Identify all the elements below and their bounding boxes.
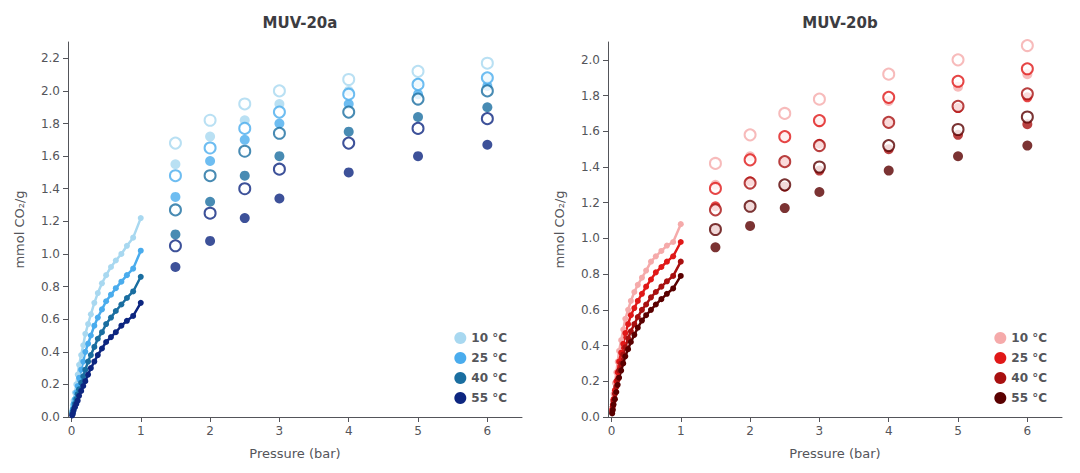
svg-text:2: 2 — [206, 424, 214, 438]
svg-text:1: 1 — [677, 424, 685, 438]
svg-text:6: 6 — [1024, 424, 1032, 438]
svg-text:25 °C: 25 °C — [471, 351, 507, 365]
svg-text:0.6: 0.6 — [581, 303, 600, 317]
svg-text:2.0: 2.0 — [581, 53, 600, 67]
svg-text:40 °C: 40 °C — [471, 371, 507, 385]
svg-text:Pressure (bar): Pressure (bar) — [249, 446, 340, 461]
svg-text:0.8: 0.8 — [581, 267, 600, 281]
svg-text:10 °C: 10 °C — [471, 331, 507, 345]
svg-text:1.4: 1.4 — [581, 160, 600, 174]
svg-text:2.2: 2.2 — [41, 51, 60, 65]
svg-text:1: 1 — [137, 424, 145, 438]
svg-text:1.8: 1.8 — [41, 117, 60, 131]
svg-text:1.2: 1.2 — [581, 196, 600, 210]
svg-text:0: 0 — [608, 424, 616, 438]
svg-text:2.0: 2.0 — [41, 84, 60, 98]
svg-text:1.6: 1.6 — [581, 124, 600, 138]
svg-text:0.2: 0.2 — [581, 374, 600, 388]
svg-text:1.6: 1.6 — [41, 149, 60, 163]
svg-text:MUV-20b: MUV-20b — [802, 14, 878, 32]
svg-text:0: 0 — [68, 424, 76, 438]
svg-text:2: 2 — [746, 424, 754, 438]
svg-text:mmol CO₂/g: mmol CO₂/g — [552, 190, 567, 268]
svg-text:0.4: 0.4 — [41, 345, 60, 359]
svg-text:3: 3 — [816, 424, 824, 438]
svg-text:3: 3 — [276, 424, 284, 438]
svg-text:6: 6 — [484, 424, 492, 438]
svg-text:0.0: 0.0 — [581, 410, 600, 424]
svg-text:0.0: 0.0 — [41, 410, 60, 424]
svg-text:0.4: 0.4 — [581, 339, 600, 353]
svg-text:25 °C: 25 °C — [1011, 351, 1047, 365]
svg-text:4: 4 — [345, 424, 353, 438]
svg-text:5: 5 — [414, 424, 422, 438]
svg-text:0.6: 0.6 — [41, 312, 60, 326]
svg-text:4: 4 — [885, 424, 893, 438]
svg-text:MUV-20a: MUV-20a — [263, 14, 338, 32]
svg-text:1.2: 1.2 — [41, 214, 60, 228]
svg-text:mmol CO₂/g: mmol CO₂/g — [12, 190, 27, 268]
svg-text:55 °C: 55 °C — [1011, 391, 1047, 405]
svg-text:1.0: 1.0 — [581, 231, 600, 245]
svg-text:Pressure (bar): Pressure (bar) — [789, 446, 880, 461]
svg-text:55 °C: 55 °C — [471, 391, 507, 405]
svg-text:1.8: 1.8 — [581, 89, 600, 103]
svg-text:10 °C: 10 °C — [1011, 331, 1047, 345]
svg-text:0.2: 0.2 — [41, 377, 60, 391]
svg-text:1.0: 1.0 — [41, 247, 60, 261]
svg-text:40 °C: 40 °C — [1011, 371, 1047, 385]
svg-text:1.4: 1.4 — [41, 182, 60, 196]
svg-text:0.8: 0.8 — [41, 280, 60, 294]
svg-text:5: 5 — [954, 424, 962, 438]
